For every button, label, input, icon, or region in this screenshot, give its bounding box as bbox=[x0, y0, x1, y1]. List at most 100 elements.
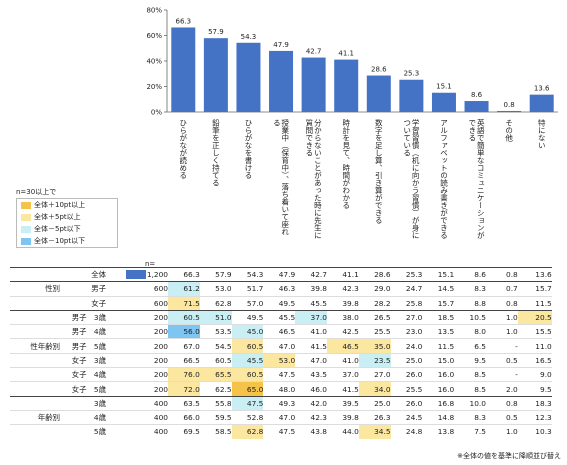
table-cell: 46.5 bbox=[326, 338, 359, 354]
row-group-label bbox=[10, 309, 60, 325]
legend-item: 全体－5pt以下 bbox=[17, 223, 117, 235]
legend-label: 全体＋5pt以上 bbox=[34, 213, 81, 221]
table-row: 女子 600 71.5 62.8 57.0 49.5 45.5 39.8 28.2 25.8 15.… bbox=[10, 295, 552, 311]
row-label: 男子 bbox=[60, 281, 106, 297]
row-label: 全体 bbox=[60, 266, 106, 283]
bar-value-label: 54.3 bbox=[241, 33, 257, 41]
table-cell: 41.0 bbox=[326, 352, 359, 368]
table-cell: 26.0 bbox=[390, 367, 423, 382]
table-cell: 8.3 bbox=[454, 409, 486, 425]
table-cell: 58.5 bbox=[199, 424, 232, 439]
category-label: 特にない bbox=[537, 118, 546, 149]
table-cell: 15.7 bbox=[517, 281, 552, 297]
row-group-label bbox=[10, 367, 60, 382]
table-cell: 8.6 bbox=[454, 266, 486, 283]
table-cell: 72.0 bbox=[168, 381, 200, 397]
table-cell: 1.0 bbox=[485, 424, 518, 439]
table-cell: 49.5 bbox=[231, 309, 264, 325]
table-cell: 25.5 bbox=[358, 324, 391, 339]
n-label: n= bbox=[145, 260, 156, 268]
bar-value-label: 13.6 bbox=[534, 85, 550, 93]
table-cell: 18.5 bbox=[422, 309, 455, 325]
category-label: 数字を足し算、引き算ができる bbox=[374, 118, 383, 225]
bar bbox=[431, 92, 456, 112]
table-cell: 60.5 bbox=[199, 352, 232, 368]
row-n: 1,200 bbox=[146, 266, 168, 283]
table-cell: 37.0 bbox=[295, 309, 327, 325]
table-cell: 6.5 bbox=[454, 338, 486, 354]
table-cell: 39.8 bbox=[326, 295, 359, 311]
bar-value-label: 28.6 bbox=[371, 66, 387, 74]
table-cell: 26.0 bbox=[390, 395, 423, 411]
table-cell: 29.0 bbox=[358, 281, 391, 297]
table-row: 女子 3歳 200 66.5 60.5 45.5 53.0 47.0 41.0 23.5 25.0… bbox=[10, 352, 552, 368]
table-cell: 25.0 bbox=[390, 352, 423, 368]
table-cell: 24.0 bbox=[390, 338, 423, 354]
row-n: 200 bbox=[146, 381, 168, 397]
table-cell: 66.5 bbox=[168, 352, 200, 368]
table-cell: 1.0 bbox=[485, 309, 518, 325]
table-cell: 41.5 bbox=[326, 381, 359, 397]
total-swatch bbox=[126, 270, 146, 280]
footnote: ※全体の値を基準に降順並び替え bbox=[457, 452, 561, 460]
table-cell: 51.0 bbox=[199, 309, 232, 325]
table-cell: - bbox=[485, 367, 518, 382]
category-label: ついている bbox=[403, 119, 412, 157]
row-label: 女子 4歳 bbox=[60, 367, 106, 382]
table-cell: - bbox=[485, 338, 518, 354]
table-cell: 35.0 bbox=[358, 338, 391, 354]
row-label: 女子 5歳 bbox=[60, 381, 106, 397]
row-n: 400 bbox=[146, 395, 168, 411]
category-label: 質問できる bbox=[305, 118, 314, 157]
table-cell: 47.5 bbox=[263, 367, 296, 382]
table-cell: 49.3 bbox=[263, 395, 296, 411]
table-cell: 53.5 bbox=[199, 324, 232, 339]
table-cell: 10.0 bbox=[454, 395, 486, 411]
table-cell: 12.3 bbox=[517, 409, 552, 425]
row-n: 200 bbox=[146, 324, 168, 339]
bar bbox=[236, 42, 261, 112]
bar bbox=[203, 38, 228, 112]
bar bbox=[399, 79, 424, 112]
table-cell: 62.8 bbox=[231, 424, 264, 439]
row-n: 600 bbox=[146, 295, 168, 311]
table-cell: 51.7 bbox=[231, 281, 264, 297]
row-swatch-cell bbox=[106, 367, 146, 382]
table-cell: 8.5 bbox=[454, 381, 486, 397]
category-label: ひらがなを書ける bbox=[244, 119, 253, 180]
table-cell: 60.5 bbox=[168, 309, 200, 325]
table-cell: 65.5 bbox=[199, 367, 232, 382]
table-cell: 0.8 bbox=[485, 295, 518, 311]
table-cell: 10.3 bbox=[517, 424, 552, 439]
row-label: 女子 bbox=[60, 295, 106, 311]
table-cell: 47.0 bbox=[263, 409, 296, 425]
table-cell: 8.3 bbox=[454, 281, 486, 297]
table-cell: 60.5 bbox=[231, 367, 264, 382]
legend-swatch bbox=[21, 201, 31, 209]
table-cell: 9.5 bbox=[517, 381, 552, 397]
table-cell: 69.5 bbox=[168, 424, 200, 439]
table-cell: 8.5 bbox=[454, 367, 486, 382]
row-label: 5歳 bbox=[60, 424, 106, 439]
table-cell: 14.5 bbox=[422, 281, 455, 297]
table-cell: 47.0 bbox=[263, 338, 296, 354]
table-cell: 42.7 bbox=[295, 266, 327, 283]
table-cell: 46.0 bbox=[295, 381, 327, 397]
table-cell: 43.8 bbox=[295, 424, 327, 439]
bar-value-label: 42.7 bbox=[306, 48, 322, 56]
table-cell: 45.0 bbox=[231, 324, 264, 339]
bar-value-label: 57.9 bbox=[208, 28, 224, 36]
table-cell: 47.5 bbox=[263, 424, 296, 439]
category-label: 鉛筆を正しく持てる bbox=[211, 118, 220, 187]
table-cell: 27.0 bbox=[358, 367, 391, 382]
bar bbox=[529, 94, 554, 112]
table-row: 性年齢別 男子 5歳 200 67.0 54.5 60.5 47.0 41.5 46.5 35.0… bbox=[10, 338, 552, 354]
table-row: 3歳 400 63.5 55.8 47.5 49.3 42.0 39.5 25.0 26.0 16.… bbox=[10, 395, 552, 411]
bar-chart: 0% 20% 40% 60% 80% 66.3 ひらがなが読める 57.9 鉛筆を正しく持てる 5… bbox=[146, 7, 558, 239]
table-cell: 52.8 bbox=[231, 409, 264, 425]
table-cell: 66.3 bbox=[168, 266, 200, 283]
table-cell: 34.5 bbox=[358, 424, 391, 439]
table-cell: 45.5 bbox=[231, 352, 264, 368]
row-group-label bbox=[10, 395, 60, 411]
table-cell: 13.8 bbox=[422, 424, 455, 439]
